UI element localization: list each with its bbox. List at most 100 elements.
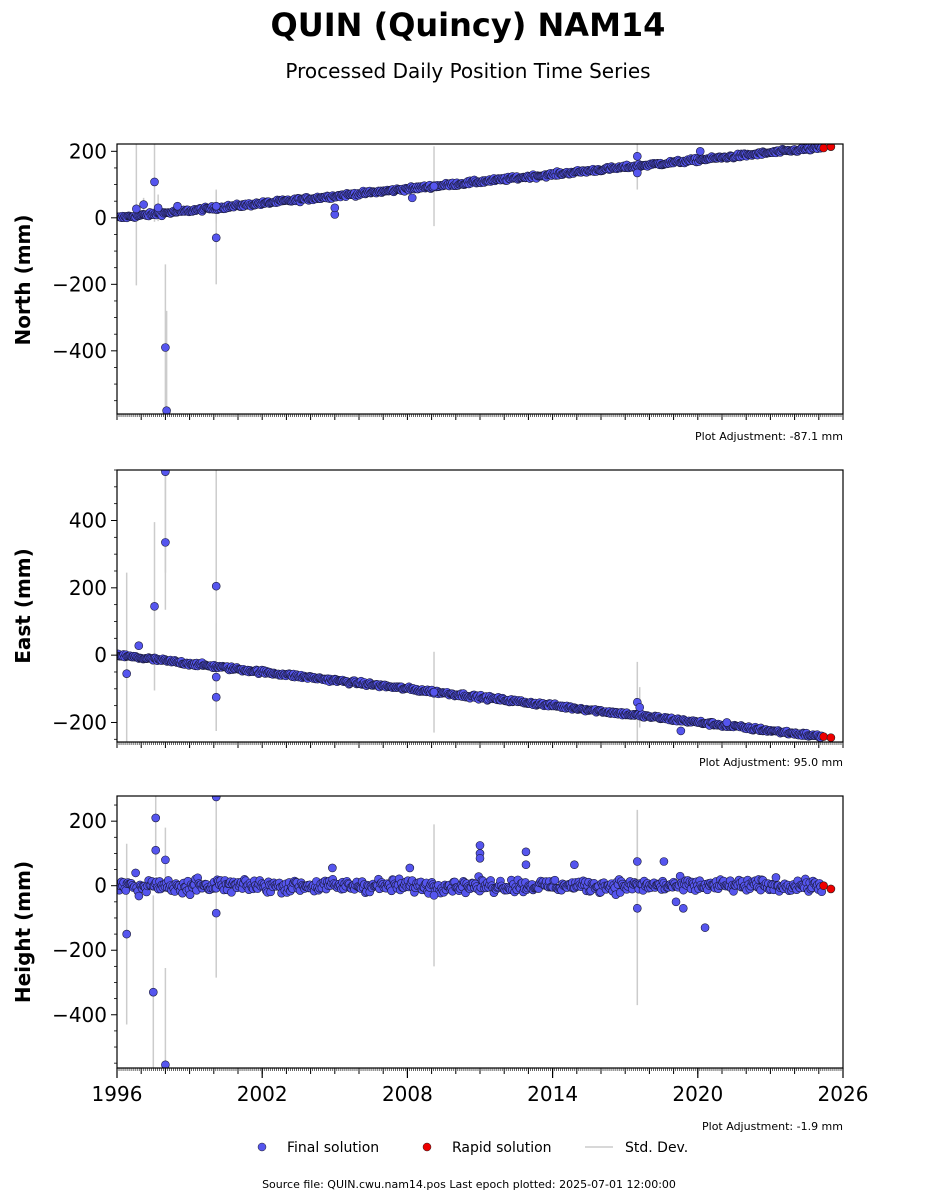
outlier-point — [678, 903, 688, 913]
outlier-point — [328, 863, 337, 873]
outlier-point — [132, 204, 141, 214]
outlier-point — [407, 193, 417, 203]
outlier-point — [150, 177, 159, 187]
outlier-point — [671, 897, 681, 907]
outlier-point — [151, 813, 161, 823]
outlier-point — [122, 929, 131, 939]
height-plot-adjustment: Plot Adjustment: -1.9 mm — [702, 1120, 843, 1133]
height-axis-label: Height (mm) — [11, 861, 35, 1003]
x-tick-label: 2026 — [818, 1082, 869, 1106]
outlier-point — [139, 200, 148, 209]
outlier-point — [173, 201, 182, 211]
plot-frame — [116, 795, 844, 1069]
north-plot-adjustment: Plot Adjustment: -87.1 mm — [695, 430, 843, 443]
east-plot-adjustment: Plot Adjustment: 95.0 mm — [699, 756, 843, 769]
outlier-point — [521, 860, 531, 870]
y-tick-label: 0 — [94, 206, 107, 230]
x-tick-label: 2020 — [672, 1082, 723, 1106]
outlier-point — [153, 203, 163, 213]
legend-rapid-label: Rapid solution — [452, 1140, 552, 1156]
outlier-point — [429, 181, 439, 191]
east-panel: −200 0 200 400 — [52, 469, 844, 748]
outlier-point — [635, 703, 645, 712]
chart-title: QUIN (Quincy) NAM14 — [271, 6, 666, 44]
chart-subtitle: Processed Daily Position Time Series — [285, 59, 650, 83]
outlier-point — [211, 581, 221, 591]
outlier-point — [149, 987, 158, 997]
outlier-point — [161, 538, 170, 547]
outlier-point — [722, 718, 732, 727]
final-solution-point — [550, 875, 560, 885]
outlier-point — [134, 641, 144, 651]
rapid-solution-point — [819, 732, 828, 741]
plot-area — [117, 796, 836, 1068]
outlier-point — [676, 726, 686, 736]
north-axis-label: North (mm) — [11, 214, 35, 345]
outlier-point — [330, 203, 340, 213]
legend-stddev-label: Std. Dev. — [625, 1140, 688, 1156]
outlier-point — [632, 857, 642, 866]
outlier-point — [475, 853, 485, 863]
outlier-point — [570, 860, 579, 870]
footer-source: Source file: QUIN.cwu.nam14.pos Last epo… — [262, 1178, 676, 1191]
legend-final-label: Final solution — [287, 1140, 379, 1156]
outlier-point — [632, 168, 642, 178]
y-tick-label: −200 — [52, 938, 107, 962]
outlier-point — [161, 855, 170, 865]
y-tick-label: 0 — [94, 643, 107, 667]
outlier-point — [632, 903, 642, 913]
east-axis-label: East (mm) — [11, 548, 35, 664]
final-solution-point — [771, 873, 781, 882]
y-tick-label: 400 — [69, 508, 107, 532]
outlier-point — [521, 847, 531, 857]
outlier-point — [122, 669, 131, 678]
rapid-solution-point — [819, 881, 828, 890]
legend-rapid-marker — [422, 1142, 432, 1152]
rapid-solution-point — [819, 144, 828, 153]
y-tick-label: 200 — [69, 809, 107, 833]
legend: Final solution Rapid solution Std. Dev. — [257, 1140, 688, 1156]
outlier-point — [161, 470, 170, 476]
outlier-point — [211, 796, 221, 802]
x-tick-label: 2014 — [527, 1082, 578, 1106]
north-panel: −400 −200 0 200 — [52, 139, 844, 420]
outlier-point — [475, 841, 485, 850]
plot-area — [117, 470, 836, 742]
outlier-point — [429, 891, 439, 900]
rapid-solution-point — [826, 144, 836, 151]
x-tick-label: 2008 — [382, 1082, 433, 1106]
outlier-point — [405, 863, 415, 873]
x-tick-label: 2002 — [237, 1082, 288, 1106]
x-tick-label: 1996 — [92, 1082, 143, 1106]
outlier-point — [211, 672, 221, 682]
outlier-point — [151, 845, 161, 855]
y-tick-label: −200 — [52, 272, 107, 296]
outlier-point — [161, 1060, 170, 1068]
final-solution-point — [134, 891, 144, 901]
outlier-point — [211, 908, 221, 918]
outlier-point — [161, 343, 170, 352]
outlier-point — [211, 692, 221, 702]
y-tick-label: −400 — [52, 339, 107, 363]
y-tick-label: 0 — [94, 874, 107, 898]
outlier-point — [659, 857, 669, 866]
outlier-point — [211, 201, 221, 211]
outlier-point — [695, 147, 705, 156]
y-tick-label: 200 — [69, 576, 107, 600]
outlier-point — [429, 687, 439, 697]
y-tick-label: 200 — [69, 139, 107, 163]
outlier-point — [162, 406, 171, 414]
plot-area — [117, 144, 836, 414]
rapid-solution-point — [826, 884, 836, 894]
outlier-point — [700, 923, 710, 932]
outlier-point — [150, 602, 159, 611]
y-tick-label: −400 — [52, 1003, 107, 1027]
outlier-point — [632, 152, 642, 161]
final-solution-point — [131, 868, 140, 878]
legend-final-marker — [257, 1142, 267, 1152]
height-panel: −400 −200 0 200 1996 2002 2008 2014 2020 2026 — [52, 795, 869, 1106]
rapid-solution-point — [826, 733, 836, 742]
outlier-point — [211, 233, 221, 243]
y-tick-label: −200 — [52, 710, 107, 734]
